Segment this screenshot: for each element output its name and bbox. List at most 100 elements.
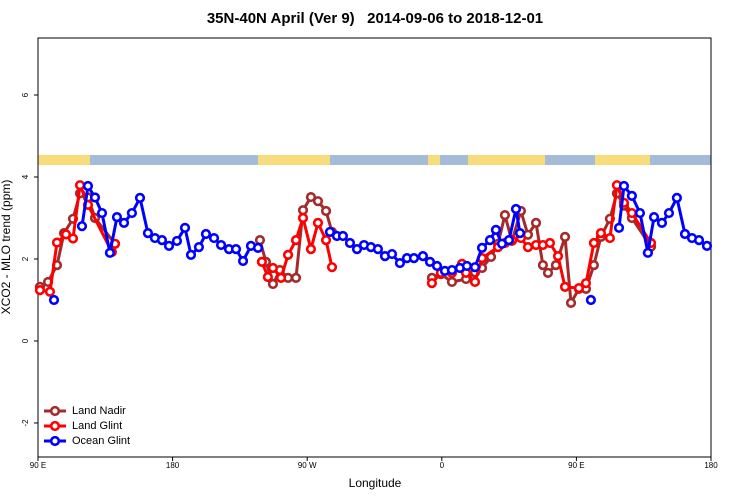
data-point (426, 278, 438, 289)
land-strip (258, 155, 330, 165)
data-point (215, 239, 227, 251)
data-point (656, 217, 668, 229)
land-strip (38, 155, 90, 165)
data-point (326, 262, 338, 273)
data-point (604, 232, 616, 244)
data-point (320, 235, 332, 246)
data-point (126, 207, 138, 219)
data-point (544, 237, 556, 249)
data-point (344, 237, 356, 249)
data-point (275, 272, 287, 283)
data-point (642, 247, 653, 258)
data-point (171, 235, 183, 247)
data-point (134, 192, 146, 203)
data-point (256, 256, 267, 267)
data-point (76, 221, 88, 232)
data-point (48, 294, 60, 306)
data-point (386, 248, 398, 260)
data-point (200, 228, 212, 240)
y-axis-label: XCO2 - MLO trend (ppm) (0, 180, 13, 315)
data-point (44, 286, 56, 297)
data-point (634, 207, 646, 219)
x-tick-label: 0 (440, 461, 445, 470)
y-tick-label: 4 (21, 174, 30, 179)
data-point (267, 278, 279, 290)
data-point (290, 272, 302, 283)
data-point (254, 235, 266, 246)
legend-label: Land Nadir (72, 405, 126, 417)
data-point (237, 255, 249, 267)
data-point (312, 196, 324, 207)
data-point (469, 262, 481, 273)
data-point (320, 205, 332, 217)
data-point (542, 267, 554, 279)
data-point (595, 228, 607, 239)
y-tick-label: -2 (21, 419, 30, 427)
data-point (671, 192, 683, 203)
data-point (552, 251, 564, 262)
data-point (312, 217, 324, 229)
x-tick-label: 90 E (30, 461, 46, 470)
data-point (461, 260, 473, 272)
land-strip (595, 155, 650, 165)
data-point (179, 222, 191, 233)
data-point (262, 271, 273, 283)
data-point (537, 260, 548, 271)
data-point (514, 228, 526, 239)
data-point (701, 240, 713, 251)
x-tick-label: 180 (166, 461, 180, 470)
data-point (96, 207, 108, 219)
data-point (613, 222, 625, 233)
data-point (503, 235, 515, 246)
data-point (82, 180, 94, 192)
y-tick-label: 0 (21, 338, 30, 343)
x-tick-label: 180 (704, 461, 718, 470)
data-point (559, 231, 571, 242)
data-point (267, 262, 279, 274)
data-point (305, 244, 317, 255)
data-point (446, 276, 458, 288)
data-point (618, 180, 630, 192)
data-point (565, 297, 577, 308)
data-point (351, 244, 363, 255)
y-tick-label: 6 (21, 92, 30, 97)
data-point (89, 192, 101, 203)
data-point (446, 264, 458, 276)
x-tick-label: 90 W (298, 461, 317, 470)
ocean-strip (38, 155, 711, 165)
data-point (588, 237, 599, 249)
x-axis-label: Longitude (349, 476, 402, 490)
legend: Land Nadir Land Glint Ocean Glint (44, 405, 130, 447)
data-point (693, 235, 705, 246)
legend-marker (49, 435, 61, 447)
data-point (297, 212, 309, 224)
data-point (476, 242, 488, 254)
data-point (324, 226, 336, 238)
data-point (372, 244, 384, 255)
land-strip (428, 155, 440, 165)
data-point (530, 217, 542, 229)
legend-marker (49, 405, 61, 417)
data-point (230, 244, 242, 255)
y-tick-label: 2 (21, 256, 30, 261)
data-point (104, 247, 116, 258)
data-point (626, 207, 637, 219)
data-point (60, 229, 72, 240)
data-point (484, 235, 496, 246)
legend-label: Ocean Glint (72, 435, 130, 447)
data-point (580, 278, 592, 289)
data-point (424, 256, 436, 267)
data-point (282, 249, 294, 260)
data-point (431, 260, 443, 272)
data-point (74, 180, 86, 191)
legend-marker (49, 420, 61, 432)
data-point (394, 257, 406, 269)
data-point (417, 251, 429, 262)
data-point (559, 281, 571, 292)
data-point (208, 232, 220, 244)
data-point (142, 228, 154, 239)
data-point (648, 212, 660, 223)
data-point (490, 224, 502, 235)
data-point (522, 241, 534, 253)
map-strip (38, 155, 711, 165)
